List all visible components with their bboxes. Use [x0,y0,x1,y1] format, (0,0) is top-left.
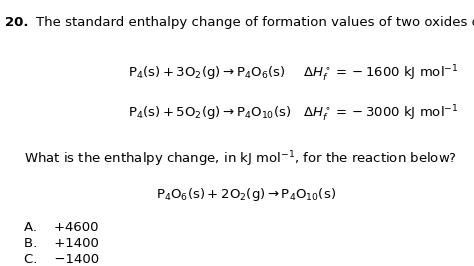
Text: B.    +1400: B. +1400 [24,237,99,250]
Text: What is the enthalpy change, in kJ mol$^{-1}$, for the reaction below?: What is the enthalpy change, in kJ mol$^… [24,149,456,169]
Text: The standard enthalpy change of formation values of two oxides of phosphorus are: The standard enthalpy change of formatio… [36,16,474,29]
Text: $\mathrm{P_4(s)+5O_2(g) \rightarrow P_4O_{10}(s)}$: $\mathrm{P_4(s)+5O_2(g) \rightarrow P_4O… [128,104,291,121]
Text: A.    +4600: A. +4600 [24,221,98,234]
Text: $\mathrm{P_4O_6(s)+2O_2(g) \rightarrow P_4O_{10}(s)}$: $\mathrm{P_4O_6(s)+2O_2(g) \rightarrow P… [156,186,337,203]
Text: 20.: 20. [5,16,28,29]
Text: $\mathrm{P_4(s)+3O_2(g) \rightarrow P_4O_6(s)}$: $\mathrm{P_4(s)+3O_2(g) \rightarrow P_4O… [128,64,285,81]
Text: $\Delta H^\circ_{f} = -3000\ \mathrm{kJ\ mol^{-1}}$: $\Delta H^\circ_{f} = -3000\ \mathrm{kJ\… [303,104,459,124]
Text: C.    −1400: C. −1400 [24,253,99,266]
Text: $\Delta H^\circ_{f} = -1600\ \mathrm{kJ\ mol^{-1}}$: $\Delta H^\circ_{f} = -1600\ \mathrm{kJ\… [303,64,459,84]
